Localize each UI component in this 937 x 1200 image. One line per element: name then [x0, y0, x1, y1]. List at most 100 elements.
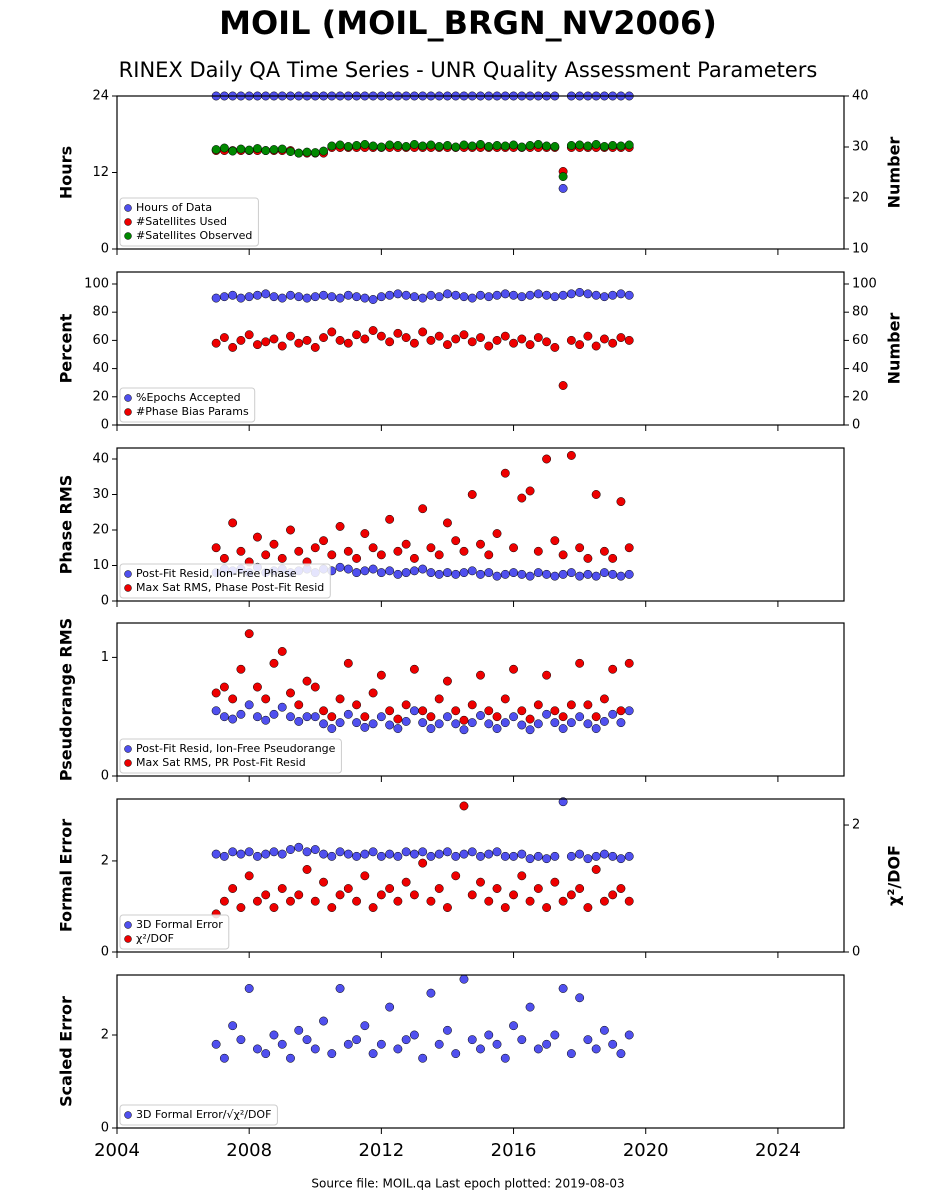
data-point — [517, 569, 527, 579]
data-point — [277, 849, 287, 859]
data-point — [376, 851, 386, 861]
data-point — [624, 290, 634, 300]
data-point — [459, 974, 469, 984]
data-point — [219, 1053, 229, 1063]
data-point — [492, 571, 502, 581]
legend-box — [119, 563, 331, 599]
data-point — [550, 571, 560, 581]
data-point — [443, 903, 452, 913]
y-tick-label: 40 — [92, 361, 109, 376]
data-point — [286, 331, 295, 341]
data-point — [591, 290, 601, 300]
data-point — [608, 338, 618, 348]
y2-tick-label: 40 — [852, 361, 869, 376]
data-point — [252, 290, 262, 300]
data-point — [401, 847, 411, 857]
data-point — [310, 148, 320, 158]
data-point — [409, 1030, 419, 1040]
y-tick-label: 2 — [101, 853, 109, 868]
data-point — [566, 568, 576, 578]
data-point — [418, 858, 428, 868]
data-point — [376, 890, 386, 900]
data-point — [550, 536, 560, 546]
data-point — [426, 290, 436, 300]
data-point — [566, 851, 576, 861]
data-point — [426, 988, 436, 998]
data-point — [575, 140, 585, 150]
data-point — [451, 706, 461, 716]
data-point — [319, 877, 328, 887]
data-point — [385, 337, 395, 347]
data-point — [608, 709, 618, 719]
data-point — [558, 797, 568, 807]
data-point — [286, 147, 295, 157]
data-point — [219, 553, 229, 563]
points — [211, 974, 634, 1063]
data-point — [525, 854, 535, 864]
data-point — [252, 1044, 262, 1054]
data-point — [434, 142, 444, 151]
data-point — [286, 1053, 295, 1063]
data-point — [393, 851, 403, 861]
data-point — [368, 326, 378, 335]
data-point — [219, 682, 229, 692]
data-point — [484, 1030, 494, 1040]
data-point — [575, 287, 585, 297]
data-point — [401, 716, 411, 726]
data-point — [566, 141, 576, 150]
y-tick-label: 2 — [101, 1027, 109, 1042]
data-point — [484, 341, 494, 351]
legend-label: %Epochs Accepted — [136, 391, 241, 404]
data-point — [393, 289, 403, 299]
data-point — [352, 568, 362, 578]
data-point — [616, 497, 626, 507]
data-point — [500, 1053, 510, 1063]
data-point — [451, 719, 461, 729]
data-point — [236, 546, 246, 556]
data-point — [443, 568, 452, 578]
data-point — [310, 292, 320, 302]
data-point — [376, 568, 386, 578]
data-point — [467, 890, 477, 900]
data-point — [393, 896, 403, 906]
panel: 0 20 40 60 80 100 0 20 40 60 80 100 Percent Number %Ep… — [57, 271, 904, 433]
data-point — [343, 658, 353, 668]
data-point — [599, 694, 609, 704]
data-point — [368, 141, 378, 151]
panel: 0 2 2004 2008 2012 2016 2020 2024 Scaled Error 3D… — [57, 974, 845, 1161]
data-point — [252, 896, 262, 906]
data-point — [352, 851, 362, 861]
data-point — [376, 550, 386, 560]
data-point — [219, 143, 229, 153]
data-point — [360, 722, 370, 732]
data-point — [525, 1002, 535, 1012]
y-tick-label: 20 — [92, 389, 109, 404]
data-point — [393, 546, 403, 556]
data-point — [418, 564, 428, 574]
data-point — [409, 890, 419, 900]
data-point — [211, 849, 221, 859]
data-point — [335, 984, 345, 993]
data-point — [616, 333, 626, 343]
data-point — [418, 327, 428, 337]
data-point — [335, 140, 345, 150]
data-point — [426, 335, 436, 345]
source-note: Source file: MOIL.qa Last epoch plotted:… — [311, 1177, 624, 1191]
data-point — [500, 851, 510, 861]
data-point — [319, 146, 328, 156]
data-point — [426, 543, 436, 553]
data-point — [277, 884, 287, 893]
panel: 0 10 20 30 40 Phase RMS Post-Fit Resid, Ion-Fr… — [57, 447, 845, 609]
data-point — [500, 903, 510, 913]
legend-box — [119, 1104, 278, 1126]
data-point — [467, 490, 477, 499]
data-point — [228, 290, 238, 300]
data-point — [533, 884, 543, 893]
data-point — [459, 801, 469, 811]
data-point — [608, 141, 618, 150]
data-point — [533, 333, 543, 343]
data-point — [575, 884, 585, 893]
data-point — [583, 569, 593, 579]
data-point — [294, 292, 304, 302]
data-point — [409, 140, 419, 149]
